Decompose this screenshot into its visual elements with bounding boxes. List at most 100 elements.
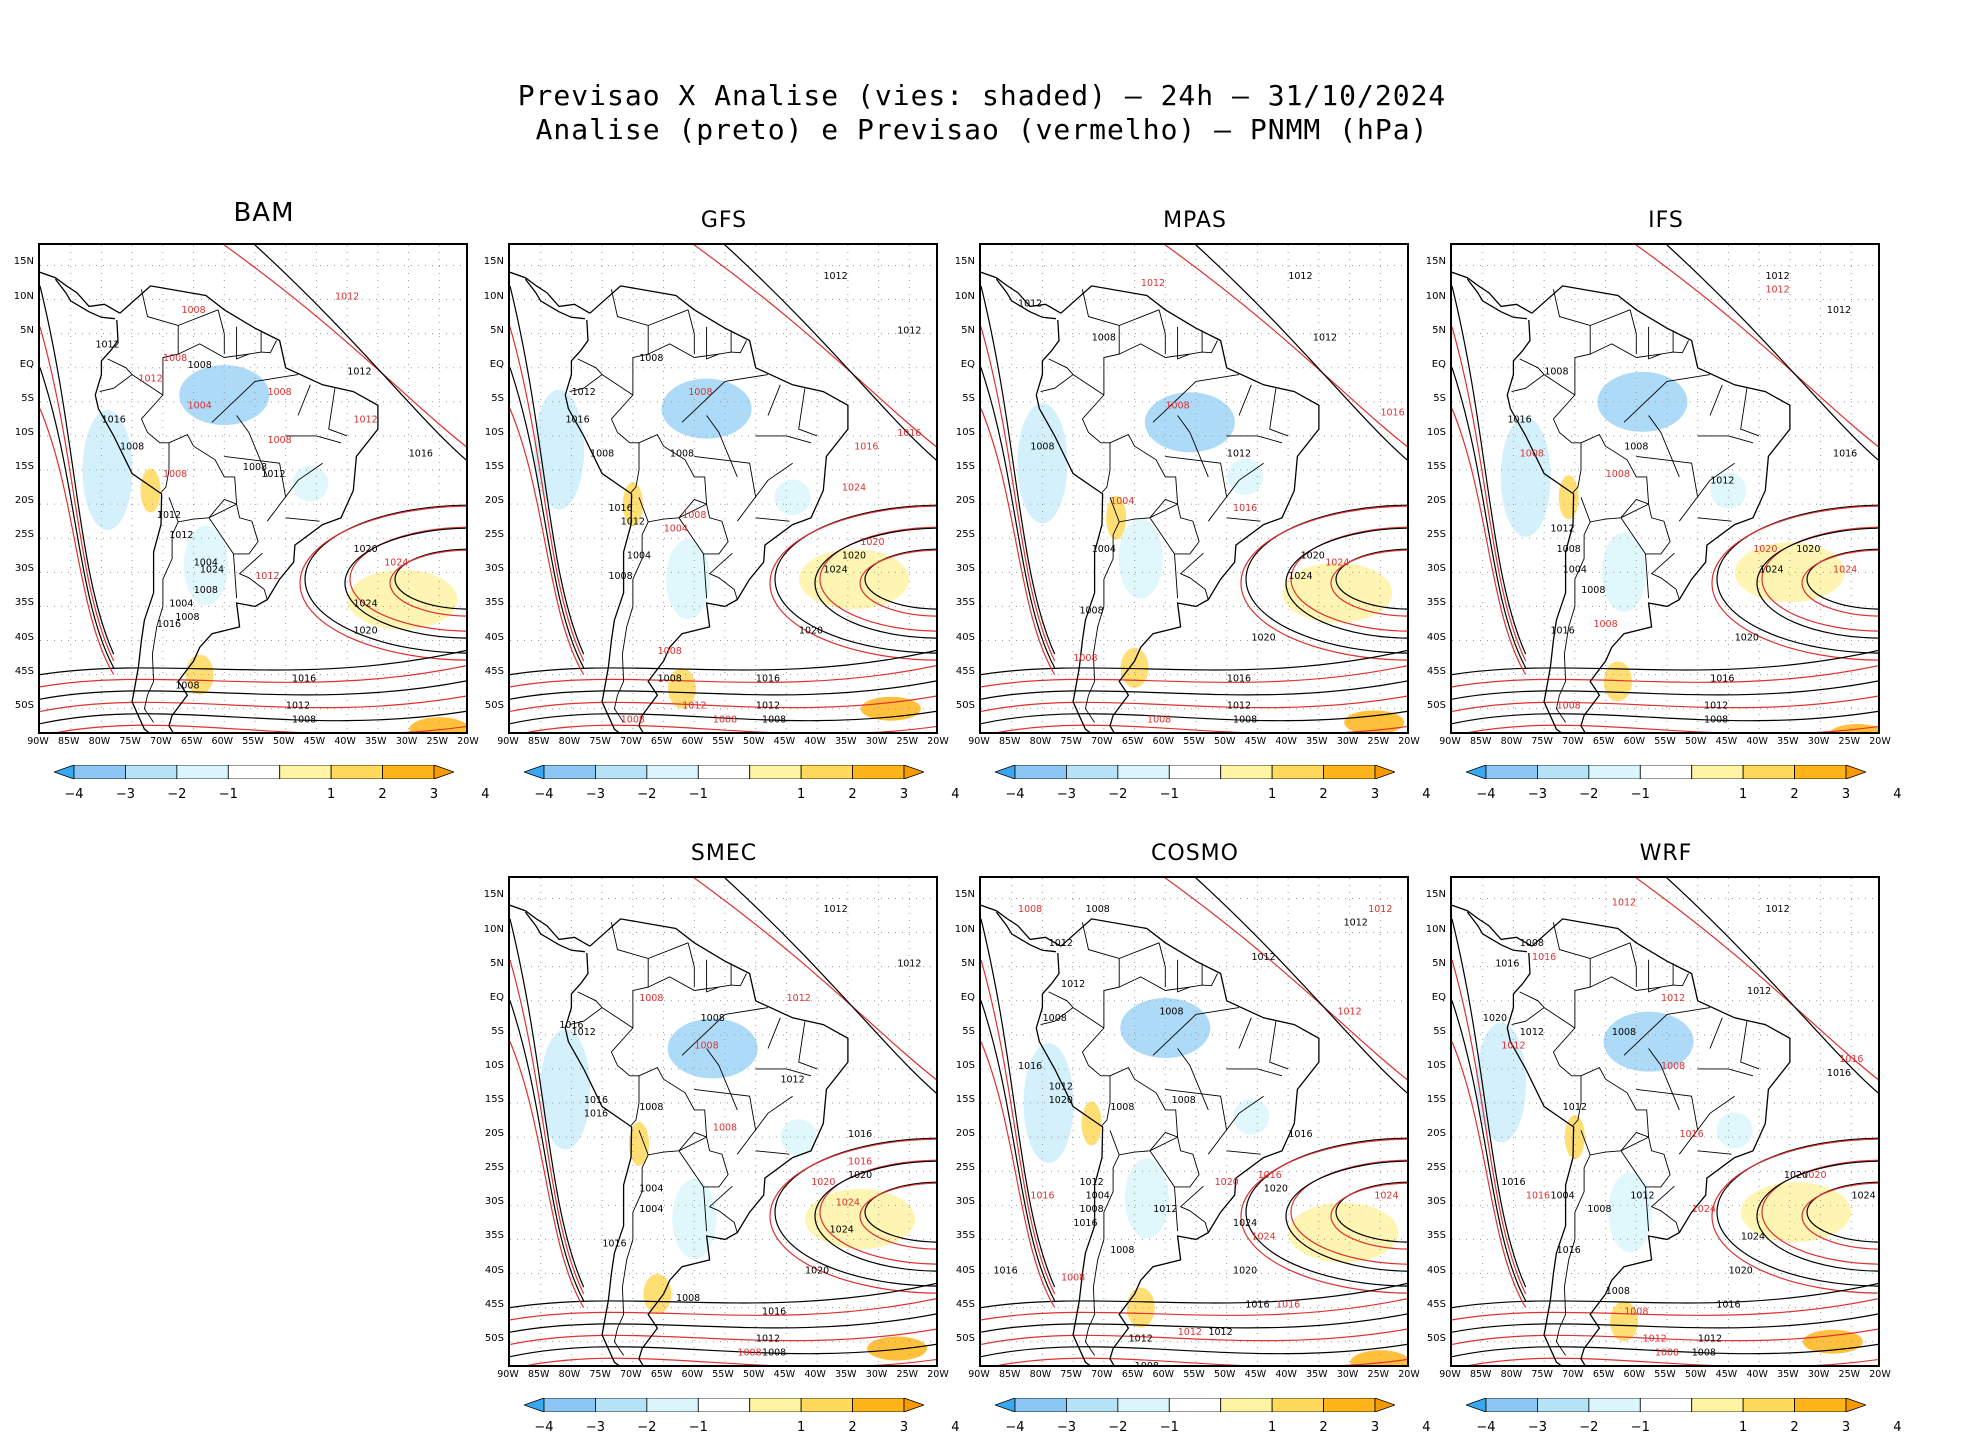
legend-label: −2 (167, 787, 187, 802)
legend-bar (995, 1398, 1395, 1412)
analysis-isobar-label: 1008 (175, 680, 199, 691)
forecast-isobar-label: 1016 (1526, 1191, 1550, 1202)
analysis-isobar-label: 1016 (848, 1129, 872, 1140)
lat-tick-label: 45S (1426, 665, 1446, 677)
analysis-isobar-label: 1004 (1563, 564, 1587, 575)
forecast-isobar-label: 1012 (1368, 904, 1392, 915)
legend-swatch (1588, 1398, 1641, 1412)
panel-title-mpas: MPAS (1163, 208, 1227, 233)
analysis-isobar-label: 1016 (993, 1266, 1017, 1277)
forecast-isobar-label: 1008 (1593, 619, 1617, 630)
map-canvas: 1012101610081008100810121012101610201024… (40, 245, 466, 732)
lon-tick-label: 30W (1336, 736, 1359, 747)
lat-tick-label: 35S (1426, 1230, 1446, 1242)
lat-tick-label: EQ (960, 358, 975, 370)
legend-bar (1466, 765, 1866, 779)
lon-tick-label: 30W (1336, 1369, 1359, 1380)
analysis-isobar-label: 1008 (1043, 1013, 1067, 1024)
coastline-borders (981, 904, 1320, 1365)
panel-title-ifs: IFS (1648, 208, 1684, 233)
analysis-isobar-label: 1020 (1049, 1095, 1073, 1106)
analysis-isobar-label: 1008 (762, 1347, 786, 1358)
legend-swatch (524, 765, 545, 779)
lon-tick-label: 55W (1654, 736, 1676, 747)
lat-tick-label: 30S (1426, 563, 1446, 575)
lat-tick-label: 40S (1426, 1264, 1446, 1276)
analysis-isobar-label: 1024 (1288, 571, 1312, 582)
bias-area (1081, 1101, 1102, 1146)
bias-area (1734, 542, 1845, 603)
legend-swatch (1014, 765, 1067, 779)
bias-area (661, 378, 752, 439)
analysis-isobar-label: 1008 (608, 571, 632, 582)
bias-area (774, 479, 811, 516)
forecast-isobar-label: 1008 (1147, 714, 1171, 725)
analysis-isobar-label: 1012 (286, 701, 310, 712)
bias-shading (540, 1018, 927, 1361)
lon-tick-label: 55W (712, 1369, 734, 1380)
analysis-isobar-label: 1008 (1704, 714, 1728, 725)
isobars (510, 878, 936, 1365)
analysis-isobar-label: 1012 (823, 904, 847, 915)
analysis-isobar-label: 1016 (292, 673, 316, 684)
lat-tick-label: 15N (483, 256, 504, 268)
forecast-isobar-label: 1008 (163, 353, 187, 364)
analysis-isobar-label: 1024 (823, 564, 847, 575)
map-canvas: 1012 1012 1008 1012 1016 1008 1008 1012 1016 1004… (510, 245, 936, 732)
analysis-isobar-label: 1016 (1501, 1177, 1525, 1188)
analysis-isobar-label: 1012 (1710, 476, 1734, 487)
bias-area (1344, 710, 1405, 732)
legend-swatch (1485, 1398, 1538, 1412)
lat-tick-label: 15S (1426, 1094, 1446, 1106)
legend-bar (524, 765, 924, 779)
bias-area (867, 1336, 927, 1361)
legend-label: −4 (534, 787, 554, 802)
legend-swatch (1323, 1398, 1376, 1412)
lat-tick-label: 40S (484, 1264, 504, 1276)
legend-swatch (1466, 765, 1487, 779)
lon-tick-label: 85W (527, 1369, 550, 1380)
lon-tick-label: 30W (1807, 1369, 1830, 1380)
lat-tick-label: 25S (955, 529, 975, 541)
forecast-isobar-label: 1004 (664, 523, 688, 534)
lat-tick-label: 10S (1426, 1059, 1446, 1071)
bias-area (1118, 518, 1163, 599)
legend-label: −1 (1630, 1420, 1650, 1435)
map-panel-wrf: 1012 1008 1016 1012 1020 1012 1008 1016 1012 1016… (1450, 876, 1880, 1367)
analysis-isobar-label: 1012 (1061, 979, 1085, 990)
lon-tick-label: 90W (1439, 1369, 1461, 1380)
analysis-isobar-label: 1008 (1581, 585, 1605, 596)
legend-label: −2 (1579, 1420, 1599, 1435)
forecast-isobar-label: 1016 (1380, 407, 1404, 418)
lat-tick-label: 30S (14, 563, 34, 575)
analysis-isobar-label: 1012 (1630, 1191, 1654, 1202)
analysis-isobar-label: 1008 (676, 1293, 700, 1304)
forecast-isobar-label: 1016 (854, 442, 878, 453)
lat-tick-label: EQ (1431, 358, 1446, 370)
legend-swatch (1014, 1398, 1067, 1412)
legend-label: 2 (848, 1420, 857, 1435)
lat-tick-label: 50S (1426, 1332, 1446, 1344)
analysis-isobar-label: 1012 (572, 1027, 596, 1038)
lon-tick-label: 70W (620, 736, 642, 747)
lat-tick-label: 20S (484, 1128, 504, 1140)
analysis-isobar-label: 1008 (1612, 1027, 1636, 1038)
bias-area (799, 549, 909, 610)
legend-label: 2 (1319, 787, 1328, 802)
color-legend: −4 −3 −2 −1 1 2 3 4 (524, 1398, 960, 1435)
lon-tick-label: 45W (773, 1369, 796, 1380)
color-legend: −4 −3 −2 −1 1 2 3 4 (54, 765, 490, 802)
map-panel-ifs: 1012 1012 1008 1016 1008 1012 1016 1012 1008 1004… (1450, 243, 1880, 734)
map-panel-smec: 1012 1012 1016 1012 1008 1016 1016 1008 1012 1004… (508, 876, 938, 1367)
analysis-isobar-label: 1024 (830, 1225, 854, 1236)
bias-area (1126, 1287, 1155, 1328)
legend-swatch (543, 765, 596, 779)
analysis-isobar-label: 1008 (670, 448, 694, 459)
analysis-isobar-label: 1008 (1587, 1204, 1611, 1215)
analysis-isobar-label: 1012 (1251, 952, 1275, 963)
analysis-isobar-label: 1012 (897, 326, 921, 337)
analysis-isobar-label: 1016 (409, 448, 433, 459)
bias-area (780, 1119, 817, 1156)
lat-tick-label: 15N (483, 889, 504, 901)
lat-tick-label: 10N (483, 923, 504, 935)
